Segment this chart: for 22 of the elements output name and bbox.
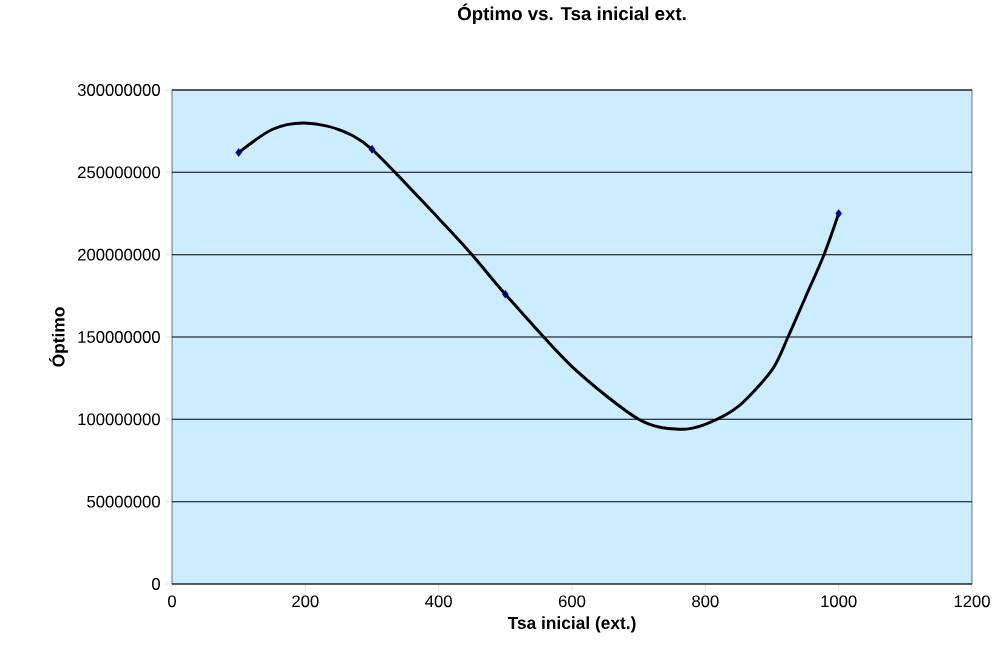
x-tick-label: 1000: [821, 595, 857, 608]
y-tick-label: 150000000: [78, 331, 160, 343]
y-tick-label: 50000000: [87, 495, 160, 508]
point: [502, 289, 509, 299]
x-axis-title: Tsa inicial (ext.): [507, 616, 636, 633]
y-tick-label: 200000000: [78, 248, 160, 261]
x-tick-label: 800: [692, 595, 719, 608]
point: [368, 145, 376, 154]
x-tick-label: 1200: [954, 595, 990, 608]
x-tick-label: 400: [425, 595, 452, 608]
x-tick-label: 0: [168, 595, 176, 608]
y-tick-label: 300000000: [77, 84, 160, 96]
y-tick-label: 100000000: [78, 413, 160, 426]
point: [835, 209, 842, 218]
chart-title: Óptimo vs. Tsa inicial ext.: [457, 3, 686, 24]
line-series: [237, 121, 841, 431]
y-axis-title: Óptimo: [49, 307, 69, 367]
point: [235, 148, 242, 157]
x-tick-label: 600: [558, 595, 586, 608]
x-tick-label: 200: [292, 595, 319, 608]
y-tick-label: 250000000: [78, 166, 160, 179]
y-tick-label: 0: [152, 578, 160, 590]
